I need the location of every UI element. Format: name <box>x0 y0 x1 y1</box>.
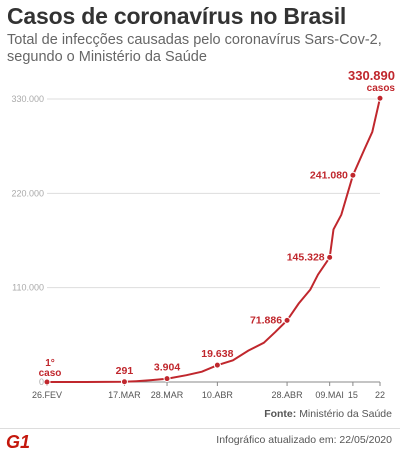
x-tick-label: 28.ABR <box>272 390 304 400</box>
y-tick-label: 220.000 <box>11 188 44 198</box>
data-point <box>43 378 51 386</box>
data-point <box>326 253 334 261</box>
series-line <box>47 97 381 383</box>
source-label: Fonte: <box>264 408 297 420</box>
data-label: 145.328 <box>287 251 325 263</box>
data-point <box>163 375 171 383</box>
data-label: 3.904 <box>154 362 180 374</box>
x-tick-label: 26.FEV <box>32 390 62 400</box>
source-value: Ministério da Saúde <box>299 408 392 420</box>
x-tick-label: 09.MAI <box>315 390 344 400</box>
y-tick-label: 110.000 <box>12 283 44 293</box>
data-labels: 1°caso 291 3.904 19.638 71.886 145.328 241.080… <box>39 68 396 379</box>
x-tick-labels: 26.FEV 17.MAR 28.MAR 10.ABR 28.ABR 09.MAI 15 22 <box>32 382 385 400</box>
data-label: 330.890 <box>348 68 395 83</box>
x-tick-label: 22 <box>375 390 385 400</box>
chart-title: Casos de coronavírus no Brasil <box>7 3 347 29</box>
updated-note: Infográfico atualizado em: 22/05/2020 <box>216 434 392 446</box>
x-tick-label: 15 <box>348 390 358 400</box>
y-tick-label: 0 <box>39 377 44 387</box>
source-note: Fonte: Ministério da Saúde <box>264 408 392 420</box>
data-label: 291 <box>116 365 134 377</box>
data-point <box>283 316 291 324</box>
data-label: 1° <box>45 358 55 369</box>
data-label: 241.080 <box>310 169 348 181</box>
data-label: 71.886 <box>250 314 282 326</box>
chart-subtitle: Total de infecções causadas pelo coronav… <box>7 32 382 65</box>
y-tick-labels: 0 110.000 220.000 330.000 <box>11 94 44 387</box>
y-tick-label: 330.000 <box>11 94 44 104</box>
data-points <box>43 94 384 386</box>
x-tick-label: 17.MAR <box>108 390 141 400</box>
data-point <box>213 361 221 369</box>
footer-divider <box>0 428 400 429</box>
data-point <box>349 171 357 179</box>
x-tick-label: 28.MAR <box>151 390 184 400</box>
data-point <box>376 94 384 102</box>
g1-logo: G1 <box>6 432 31 452</box>
data-point <box>120 378 128 386</box>
data-label-caption: casos <box>367 83 396 94</box>
data-label: 19.638 <box>201 348 233 360</box>
x-tick-label: 10.ABR <box>202 390 234 400</box>
data-label-caption: caso <box>39 368 62 379</box>
y-gridlines <box>47 98 380 383</box>
